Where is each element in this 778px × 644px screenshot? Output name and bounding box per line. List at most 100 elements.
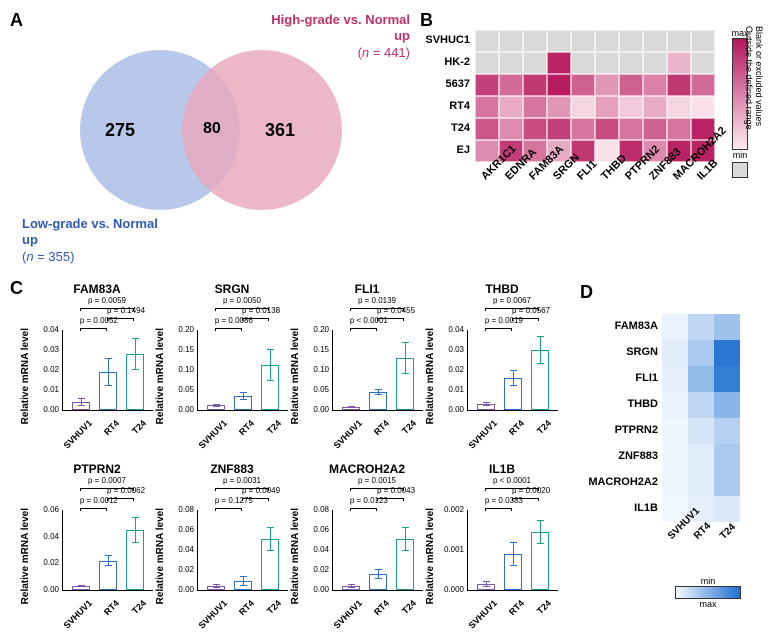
heatmap-b-cell xyxy=(619,96,643,118)
y-axis-label: Relative mRNA level xyxy=(425,508,436,604)
y-axis-label: Relative mRNA level xyxy=(290,508,301,604)
heatmap-d-cell xyxy=(714,340,740,366)
x-tick-label: T24 xyxy=(386,418,419,451)
p-value-label: p = 0.0139 xyxy=(350,296,404,305)
heatmap-d-cell xyxy=(688,340,714,366)
error-bar xyxy=(216,584,217,588)
y-tick: 0.03 xyxy=(33,345,59,354)
heatmap-b-cell xyxy=(691,96,715,118)
subchart-srgn: SRGNRelative mRNA level0.000.050.100.150… xyxy=(167,282,297,442)
heatmap-d-cell xyxy=(662,314,688,340)
heatmap-d-cell xyxy=(688,392,714,418)
heatmap-b-cell xyxy=(643,30,667,52)
p-value-label: p < 0.0001 xyxy=(350,316,377,325)
y-tick: 0.04 xyxy=(303,545,329,554)
heatmap-d xyxy=(662,314,740,522)
legend-outside-label: Outside the defined range xyxy=(744,26,754,130)
heatmap-b-cell xyxy=(523,30,547,52)
y-tick: 0.00 xyxy=(438,405,464,414)
heatmap-d-cell xyxy=(714,314,740,340)
panel-letter-d: D xyxy=(580,282,593,303)
y-tick: 0.002 xyxy=(438,505,464,514)
y-tick: 0.00 xyxy=(303,405,329,414)
x-tick-label: SVHUV1 xyxy=(61,418,94,451)
error-bar xyxy=(513,370,514,386)
heatmap-b-cell xyxy=(547,30,571,52)
y-tick: 0.06 xyxy=(33,505,59,514)
p-value-label: p = 0.0067 xyxy=(485,296,539,305)
heatmap-b-cell xyxy=(571,118,595,140)
heatmap-b-cell xyxy=(523,96,547,118)
heatmap-b-cell xyxy=(691,74,715,96)
x-tick-label: SVHUV1 xyxy=(196,418,229,451)
legend-min-label: min xyxy=(720,150,760,160)
heatmap-b-cell xyxy=(523,74,547,96)
plot-area: 0.000.010.020.030.04SVHUV1RT4T24 xyxy=(62,330,153,411)
error-bar xyxy=(270,527,271,551)
heatmap-b-cell xyxy=(667,118,691,140)
x-tick-label: RT4 xyxy=(359,598,392,631)
p-value-label: p = 0.0138 xyxy=(242,306,269,315)
heatmap-b-cell xyxy=(547,52,571,74)
y-tick: 0.20 xyxy=(168,325,194,334)
panel-letter-c: C xyxy=(10,278,23,299)
x-tick-label: SVHUV1 xyxy=(61,598,94,631)
heatmap-b-cell xyxy=(523,52,547,74)
error-bar xyxy=(351,584,352,588)
heatmap-b-cell xyxy=(499,96,523,118)
x-tick-label: T24 xyxy=(386,598,419,631)
heatmap-b-cell xyxy=(523,118,547,140)
heatmap-d-cell xyxy=(714,470,740,496)
y-tick: 0.15 xyxy=(168,345,194,354)
heatmap-d-legend: min max xyxy=(668,576,748,609)
p-value-label: p = 0.0062 xyxy=(107,486,134,495)
heatmap-b-cell xyxy=(595,96,619,118)
p-value-label: p = 0.0050 xyxy=(215,296,269,305)
y-tick: 0.15 xyxy=(303,345,329,354)
error-bar xyxy=(378,569,379,579)
heatmap-d-cell xyxy=(688,444,714,470)
heatmap-b-row-label: T24 xyxy=(420,122,470,134)
plot-area: 0.000.010.020.030.04SVHUV1RT4T24 xyxy=(467,330,558,411)
x-tick-label: SVHUV1 xyxy=(331,418,364,451)
subchart-title: PTPRN2 xyxy=(32,462,162,476)
venn-right-label: High-grade vs. Normalup(n = 441) xyxy=(271,12,410,61)
heatmap-d-cell xyxy=(662,340,688,366)
y-axis-label: Relative mRNA level xyxy=(290,328,301,424)
heatmap-b-cell xyxy=(499,30,523,52)
x-tick-label: SVHUV1 xyxy=(196,598,229,631)
heatmap-d-cell xyxy=(714,366,740,392)
heatmap-b-row-label: HK-2 xyxy=(420,56,470,68)
y-tick: 0.08 xyxy=(303,505,329,514)
subchart-title: SRGN xyxy=(167,282,297,296)
y-tick: 0.000 xyxy=(438,585,464,594)
panel-b: B SVHUC1HK-25637RT4T24EJ AKR1C1EDNRAFAM8… xyxy=(420,10,760,260)
y-tick: 0.08 xyxy=(168,505,194,514)
y-tick: 0.04 xyxy=(438,325,464,334)
x-tick-label: SVHUV1 xyxy=(331,598,364,631)
y-tick: 0.00 xyxy=(168,585,194,594)
error-bar xyxy=(135,338,136,370)
y-tick: 0.05 xyxy=(168,385,194,394)
heatmap-b-cell xyxy=(571,30,595,52)
subchart-title: MACROH2A2 xyxy=(302,462,432,476)
heatmap-d-cell xyxy=(714,496,740,522)
heatmap-d-cell xyxy=(662,470,688,496)
heatmap-b-cell xyxy=(619,74,643,96)
x-tick-label: RT4 xyxy=(494,418,527,451)
heatmap-b-cell xyxy=(595,52,619,74)
legend-d-max: max xyxy=(699,599,716,609)
heatmap-b-cell xyxy=(547,118,571,140)
heatmap-d-row-label: FAM83A xyxy=(580,320,658,332)
p-value-label: p = 0.0020 xyxy=(512,486,539,495)
venn-left-label: Low-grade vs. Normalup(n = 355) xyxy=(22,216,158,265)
subchart-fam83a: FAM83ARelative mRNA level0.000.010.020.0… xyxy=(32,282,162,442)
x-tick-label: SVHUV1 xyxy=(466,598,499,631)
subchart-title: FLI1 xyxy=(302,282,432,296)
y-tick: 0.10 xyxy=(303,365,329,374)
p-value-label: p < 0.0001 xyxy=(485,476,539,485)
heatmap-b-cell xyxy=(667,30,691,52)
error-bar xyxy=(243,392,244,400)
error-bar xyxy=(405,342,406,374)
heatmap-d-row-label: PTPRN2 xyxy=(580,424,658,436)
